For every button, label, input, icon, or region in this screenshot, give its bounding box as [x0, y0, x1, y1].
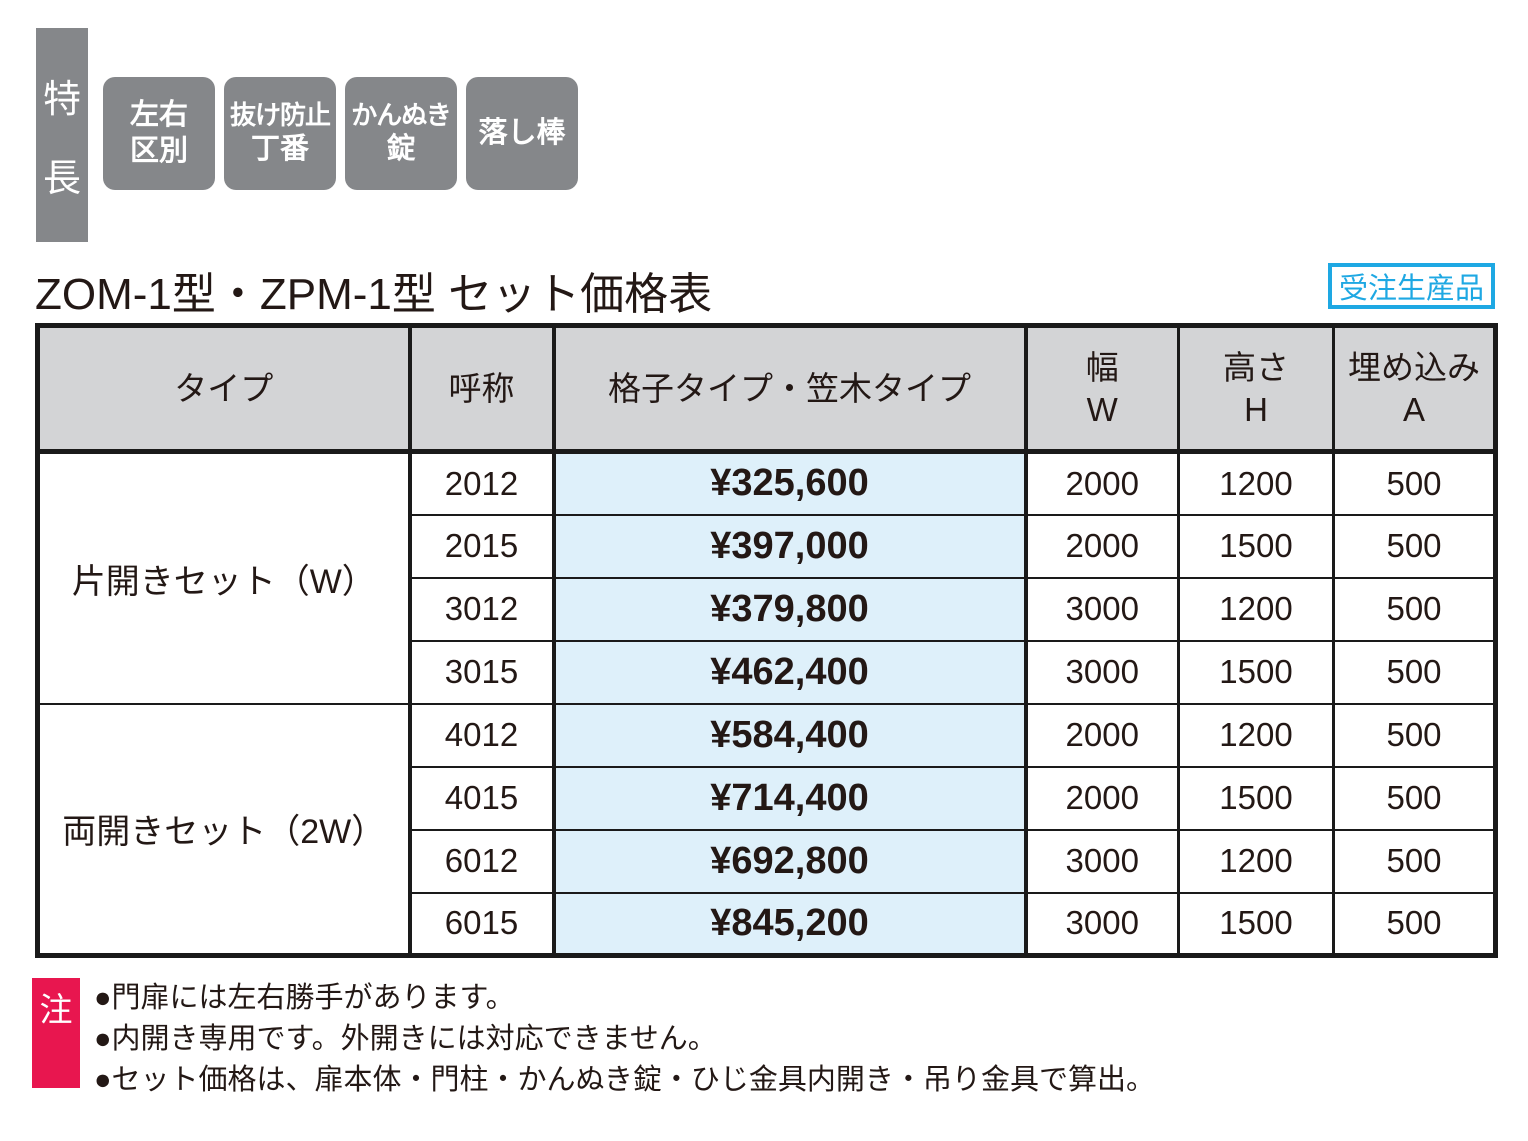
header-height-symbol: H [1244, 390, 1268, 428]
height-cell: 1500 [1177, 891, 1335, 957]
header-embed-label: 埋め込み [1348, 349, 1480, 387]
table-row: 6012 ¥692,800 3000 1200 500 [38, 828, 1497, 894]
price-cell: ¥584,400 [552, 702, 1028, 768]
width-cell: 2000 [1024, 513, 1180, 579]
price-table-header: タイプ 呼称 格子タイプ・笠木タイプ 幅 W 高さ H 埋め込み A [36, 324, 1497, 454]
badge-line: 抜け防止 [229, 99, 331, 130]
header-row: タイプ 呼称 格子タイプ・笠木タイプ 幅 W 高さ H 埋め込み A [36, 324, 1497, 454]
badge-line: 錠 [386, 132, 416, 165]
feature-badge-hinge: 抜け防止 丁番 [224, 77, 336, 190]
order-production-badge: 受注生産品 [1328, 263, 1495, 309]
embed-cell: 500 [1332, 702, 1497, 768]
name-cell: 2015 [408, 513, 556, 579]
header-height: 高さ H [1177, 324, 1335, 454]
feature-badge-latch-lock: かんぬき 錠 [345, 77, 457, 190]
price-cell: ¥845,200 [552, 891, 1028, 957]
embed-cell: 500 [1332, 828, 1497, 894]
height-cell: 1500 [1177, 639, 1335, 705]
height-cell: 1200 [1177, 576, 1335, 642]
name-cell: 4012 [408, 702, 556, 768]
price-table-body: 片開きセット（W） 2012 ¥325,600 2000 1200 500 20… [36, 450, 1497, 957]
badge-line: かんぬき [351, 99, 451, 130]
table-row: 両開きセット（2W） 4012 ¥584,400 2000 1200 500 [36, 702, 1497, 957]
feature-badges: 左右 区別 抜け防止 丁番 かんぬき 錠 落し棒 [103, 77, 578, 190]
price-cell: ¥692,800 [552, 828, 1028, 894]
price-table: タイプ 呼称 格子タイプ・笠木タイプ 幅 W 高さ H 埋め込み A 片開き [35, 323, 1498, 958]
table-row: 3015 ¥462,400 3000 1500 500 [38, 639, 1497, 705]
height-cell: 1500 [1177, 765, 1335, 831]
header-name: 呼称 [408, 324, 556, 454]
height-cell: 1500 [1177, 513, 1335, 579]
features-label-char: 長 [42, 158, 81, 200]
note-label: 注 [39, 991, 73, 1028]
price-cell: ¥379,800 [552, 576, 1028, 642]
feature-badge-left-right: 左右 区別 [103, 77, 215, 190]
height-cell: 1200 [1177, 828, 1335, 894]
name-cell: 3015 [408, 639, 556, 705]
height-cell: 1200 [1177, 450, 1335, 516]
note-lines: ●門扉には左右勝手があります。 ●内開き専用です。外開きには対応できません。 ●… [94, 978, 1155, 1101]
note-label-badge: 注 [32, 978, 80, 1088]
table-row: 2015 ¥397,000 2000 1500 500 [38, 513, 1497, 579]
table-row: 3012 ¥379,800 3000 1200 500 [38, 576, 1497, 642]
name-cell: 6015 [408, 891, 556, 957]
header-embed-symbol: A [1402, 390, 1425, 428]
price-cell: ¥397,000 [552, 513, 1028, 579]
badge-line: 左右 [129, 99, 188, 132]
width-cell: 3000 [1024, 828, 1180, 894]
notes-section: 注 ●門扉には左右勝手があります。 ●内開き専用です。外開きには対応できません。… [32, 978, 1155, 1101]
badge-line: 区別 [129, 134, 188, 167]
header-embed: 埋め込み A [1332, 324, 1497, 454]
height-cell: 1200 [1177, 702, 1335, 768]
width-cell: 2000 [1024, 450, 1180, 516]
width-cell: 2000 [1024, 702, 1180, 768]
table-row: 片開きセット（W） 2012 ¥325,600 2000 1200 500 [36, 450, 1497, 705]
group-type-cell: 両開きセット（2W） [36, 702, 412, 957]
embed-cell: 500 [1332, 639, 1497, 705]
embed-cell: 500 [1332, 891, 1497, 957]
embed-cell: 500 [1332, 513, 1497, 579]
price-cell: ¥462,400 [552, 639, 1028, 705]
width-cell: 3000 [1024, 576, 1180, 642]
badge-line: 丁番 [250, 132, 309, 165]
page-title: ZOM-1型・ZPM-1型 セット価格表 [35, 270, 713, 319]
table-row: 4015 ¥714,400 2000 1500 500 [38, 765, 1497, 831]
group-type-cell: 片開きセット（W） [36, 450, 412, 705]
header-width-label: 幅 [1085, 349, 1119, 387]
note-item: ●セット価格は、扉本体・門柱・かんぬき錠・ひじ金具内開き・吊り金具で算出。 [94, 1064, 1155, 1096]
width-cell: 3000 [1024, 891, 1180, 957]
embed-cell: 500 [1332, 576, 1497, 642]
name-cell: 4015 [408, 765, 556, 831]
name-cell: 2012 [408, 450, 556, 516]
name-cell: 6012 [408, 828, 556, 894]
price-cell: ¥325,600 [552, 450, 1028, 516]
width-cell: 3000 [1024, 639, 1180, 705]
note-item: ●内開き専用です。外開きには対応できません。 [94, 1023, 717, 1055]
header-price: 格子タイプ・笠木タイプ [552, 324, 1028, 454]
feature-badge-drop-bar: 落し棒 [466, 77, 578, 190]
width-cell: 2000 [1024, 765, 1180, 831]
note-item: ●門扉には左右勝手があります。 [94, 982, 515, 1014]
header-width: 幅 W [1024, 324, 1180, 454]
header-type: タイプ [36, 324, 412, 454]
name-cell: 3012 [408, 576, 556, 642]
badge-line: 落し棒 [478, 116, 566, 149]
embed-cell: 500 [1332, 450, 1497, 516]
price-cell: ¥714,400 [552, 765, 1028, 831]
table-row: 6015 ¥845,200 3000 1500 500 [38, 891, 1497, 957]
header-width-symbol: W [1086, 390, 1118, 428]
header-height-label: 高さ [1223, 349, 1289, 387]
features-vertical-label: 特 長 [36, 28, 88, 242]
embed-cell: 500 [1332, 765, 1497, 831]
features-label-char: 特 [42, 79, 81, 121]
